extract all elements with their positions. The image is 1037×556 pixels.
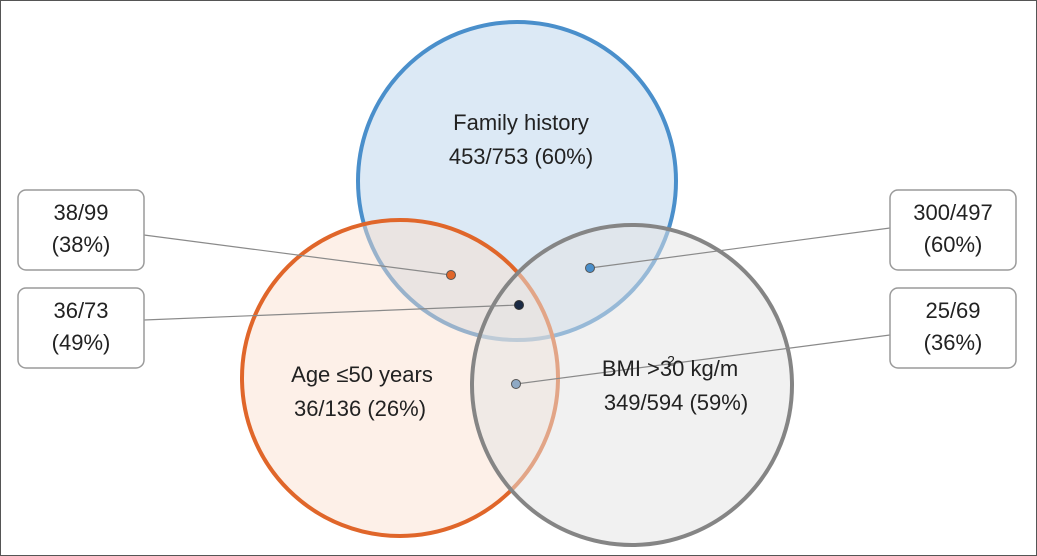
callout-box (889, 287, 1017, 369)
set-label: BMI >30 kg/m (602, 356, 738, 381)
callout-box (17, 287, 145, 369)
bmi-circle (470, 223, 794, 547)
leader-line (589, 227, 891, 269)
set-count: 453/753 (60%) (449, 144, 593, 169)
set-label-superscript: 2 (667, 353, 675, 369)
callout-percent: (36%) (924, 330, 983, 355)
intersection-dot (511, 379, 521, 389)
set-count: 349/594 (59%) (604, 390, 748, 415)
callout-count: 25/69 (925, 298, 980, 323)
callout-percent: (38%) (52, 232, 111, 257)
intersection-dot (514, 300, 524, 310)
leader-line (143, 304, 520, 321)
callout-percent: (49%) (52, 330, 111, 355)
callout-percent: (60%) (924, 232, 983, 257)
callout-count: 300/497 (913, 200, 993, 225)
set-count: 36/136 (26%) (294, 396, 426, 421)
set-label: Family history (453, 110, 589, 135)
set-label: Age ≤50 years (291, 362, 433, 387)
intersection-dot (446, 270, 456, 280)
intersection-dot (585, 263, 595, 273)
leader-line (515, 334, 891, 385)
callout-box (889, 189, 1017, 271)
callout-count: 36/73 (53, 298, 108, 323)
leader-line (143, 234, 452, 276)
callout-count: 38/99 (53, 200, 108, 225)
callout-box (17, 189, 145, 271)
